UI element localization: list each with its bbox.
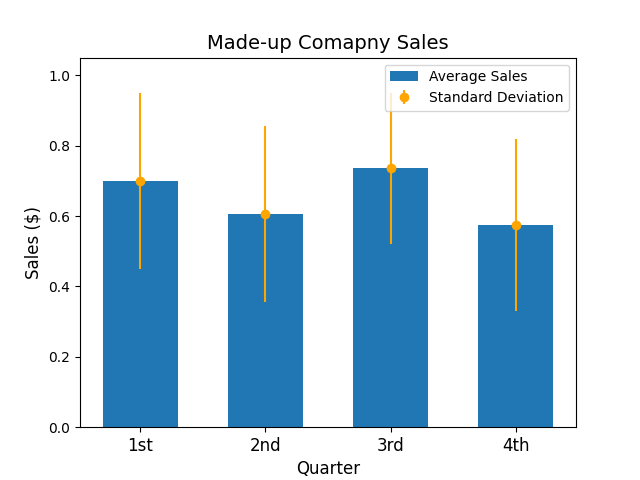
Bar [478, 225, 554, 427]
Legend: Average Sales, Standard Deviation: Average Sales, Standard Deviation [385, 64, 569, 110]
X-axis label: Quarter: Quarter [296, 460, 360, 479]
Bar [353, 168, 428, 427]
Bar [228, 214, 303, 427]
Bar [102, 181, 178, 427]
Title: Made-up Comapny Sales: Made-up Comapny Sales [207, 34, 449, 53]
Y-axis label: Sales ($): Sales ($) [25, 206, 43, 279]
